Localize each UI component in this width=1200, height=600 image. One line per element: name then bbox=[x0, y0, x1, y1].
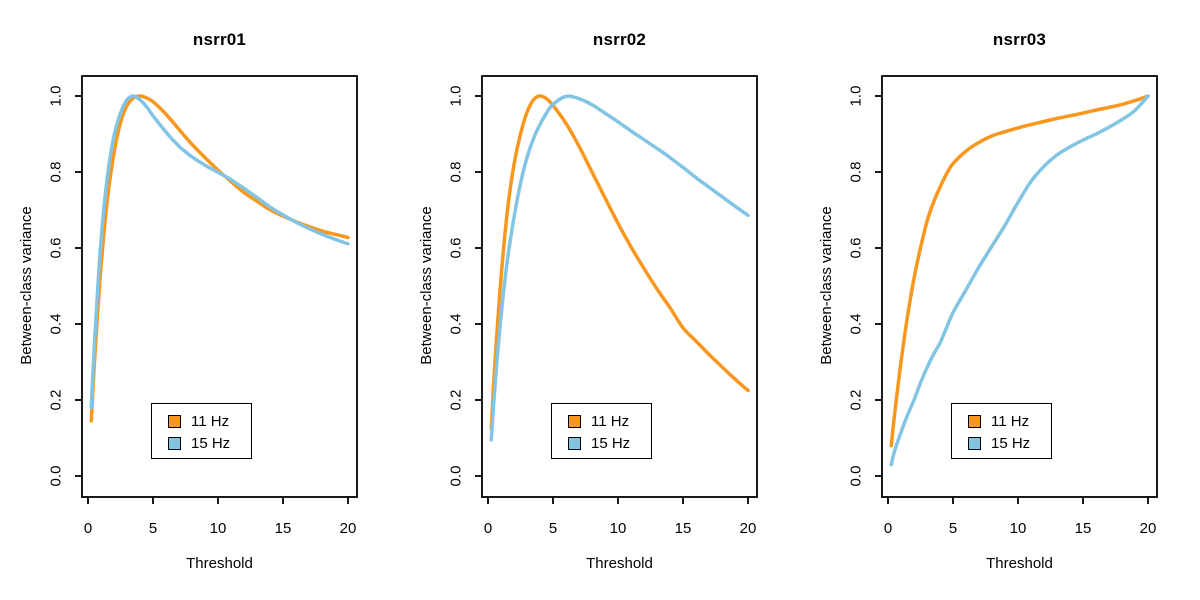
legend-label-15hz: 15 Hz bbox=[191, 434, 231, 452]
y-tick-label: 0.0 bbox=[848, 466, 865, 487]
legend-label-11hz: 11 Hz bbox=[591, 412, 630, 430]
legend-item-11hz: 11 Hz bbox=[968, 410, 1051, 432]
legend-label-15hz: 15 Hz bbox=[591, 434, 631, 452]
y-tick-label: 0.2 bbox=[848, 390, 865, 411]
legend-box: 11 Hz 15 Hz bbox=[551, 403, 652, 459]
x-tick-label: 5 bbox=[149, 520, 157, 537]
panel-nsrr03: nsrr03 Between-class variance 0 5 10 15 20 0.… bbox=[800, 0, 1200, 600]
plot-box bbox=[481, 75, 758, 498]
y-tick-label: 1.0 bbox=[48, 86, 65, 107]
x-tick-label: 15 bbox=[675, 520, 692, 537]
legend-swatch-15hz bbox=[568, 436, 581, 450]
legend-label-11hz: 11 Hz bbox=[191, 412, 230, 430]
y-tick-label: 0.4 bbox=[448, 314, 465, 335]
y-tick-label: 0.4 bbox=[848, 314, 865, 335]
y-tick-label: 0.2 bbox=[448, 390, 465, 411]
x-tick-label: 10 bbox=[610, 520, 627, 537]
curve-15hz bbox=[489, 94, 750, 442]
plot-area: 0 5 10 15 20 0.0 0.2 0.4 0.6 0.8 1.0 bbox=[48, 75, 358, 537]
curve-11hz bbox=[889, 94, 1150, 448]
legend-item-15hz: 15 Hz bbox=[168, 432, 251, 454]
y-tick-label: 0.6 bbox=[848, 238, 865, 259]
x-axis-label: Threshold bbox=[586, 555, 653, 572]
y-tick-label: 0.0 bbox=[448, 466, 465, 487]
x-tick-label: 10 bbox=[1010, 520, 1027, 537]
legend-swatch-11hz bbox=[968, 414, 981, 428]
panel-title: nsrr03 bbox=[992, 30, 1047, 49]
y-tick-label: 0.4 bbox=[48, 314, 65, 335]
legend-box: 11 Hz 15 Hz bbox=[151, 403, 252, 459]
x-tick-label: 20 bbox=[740, 520, 757, 537]
legend-box: 11 Hz 15 Hz bbox=[951, 403, 1052, 459]
y-tick-label: 0.0 bbox=[48, 466, 65, 487]
x-tick-label: 0 bbox=[884, 520, 892, 537]
y-tick-label: 0.2 bbox=[48, 390, 65, 411]
y-tick-label: 0.6 bbox=[448, 238, 465, 259]
x-tick-label: 15 bbox=[1075, 520, 1092, 537]
legend-swatch-11hz bbox=[168, 414, 181, 428]
x-tick-label: 20 bbox=[1140, 520, 1157, 537]
legend-label-15hz: 15 Hz bbox=[991, 434, 1031, 452]
legend-swatch-11hz bbox=[568, 414, 581, 428]
y-tick-label: 0.8 bbox=[448, 162, 465, 183]
x-tick-label: 0 bbox=[84, 520, 92, 537]
y-tick-label: 1.0 bbox=[448, 86, 465, 107]
legend-swatch-15hz bbox=[968, 436, 981, 450]
x-tick-label: 20 bbox=[340, 520, 357, 537]
x-tick-label: 5 bbox=[549, 520, 557, 537]
legend-item-11hz: 11 Hz bbox=[568, 410, 651, 432]
legend-item-15hz: 15 Hz bbox=[968, 432, 1051, 454]
legend-swatch-15hz bbox=[168, 436, 181, 450]
x-tick-label: 0 bbox=[484, 520, 492, 537]
plot-area: 0 5 10 15 20 0.0 0.2 0.4 0.6 0.8 1.0 bbox=[848, 75, 1158, 537]
y-tick-label: 0.8 bbox=[48, 162, 65, 183]
plot-box bbox=[81, 75, 358, 498]
panel-title: nsrr01 bbox=[192, 30, 247, 49]
curve-11hz bbox=[89, 94, 350, 423]
panel-nsrr02: nsrr02 Between-class variance 0 5 10 15 20 0.… bbox=[400, 0, 800, 600]
y-tick-label: 0.6 bbox=[48, 238, 65, 259]
plot-area: 0 5 10 15 20 0.0 0.2 0.4 0.6 0.8 1.0 bbox=[448, 75, 758, 537]
x-axis-label: Threshold bbox=[186, 555, 253, 572]
legend-item-15hz: 15 Hz bbox=[568, 432, 651, 454]
plot-box bbox=[881, 75, 1158, 498]
y-tick-label: 0.8 bbox=[848, 162, 865, 183]
x-tick-label: 5 bbox=[949, 520, 957, 537]
panel-title: nsrr02 bbox=[592, 30, 647, 49]
curve-15hz bbox=[889, 94, 1150, 467]
x-tick-label: 10 bbox=[210, 520, 227, 537]
y-tick-label: 1.0 bbox=[848, 86, 865, 107]
x-axis-label: Threshold bbox=[986, 555, 1053, 572]
curve-11hz bbox=[489, 94, 750, 431]
legend-item-11hz: 11 Hz bbox=[168, 410, 251, 432]
curve-15hz bbox=[89, 94, 350, 410]
x-tick-label: 15 bbox=[275, 520, 292, 537]
panel-nsrr01: nsrr01 Between-class variance 0 5 10 15 20 0.… bbox=[0, 0, 400, 600]
legend-label-11hz: 11 Hz bbox=[991, 412, 1030, 430]
